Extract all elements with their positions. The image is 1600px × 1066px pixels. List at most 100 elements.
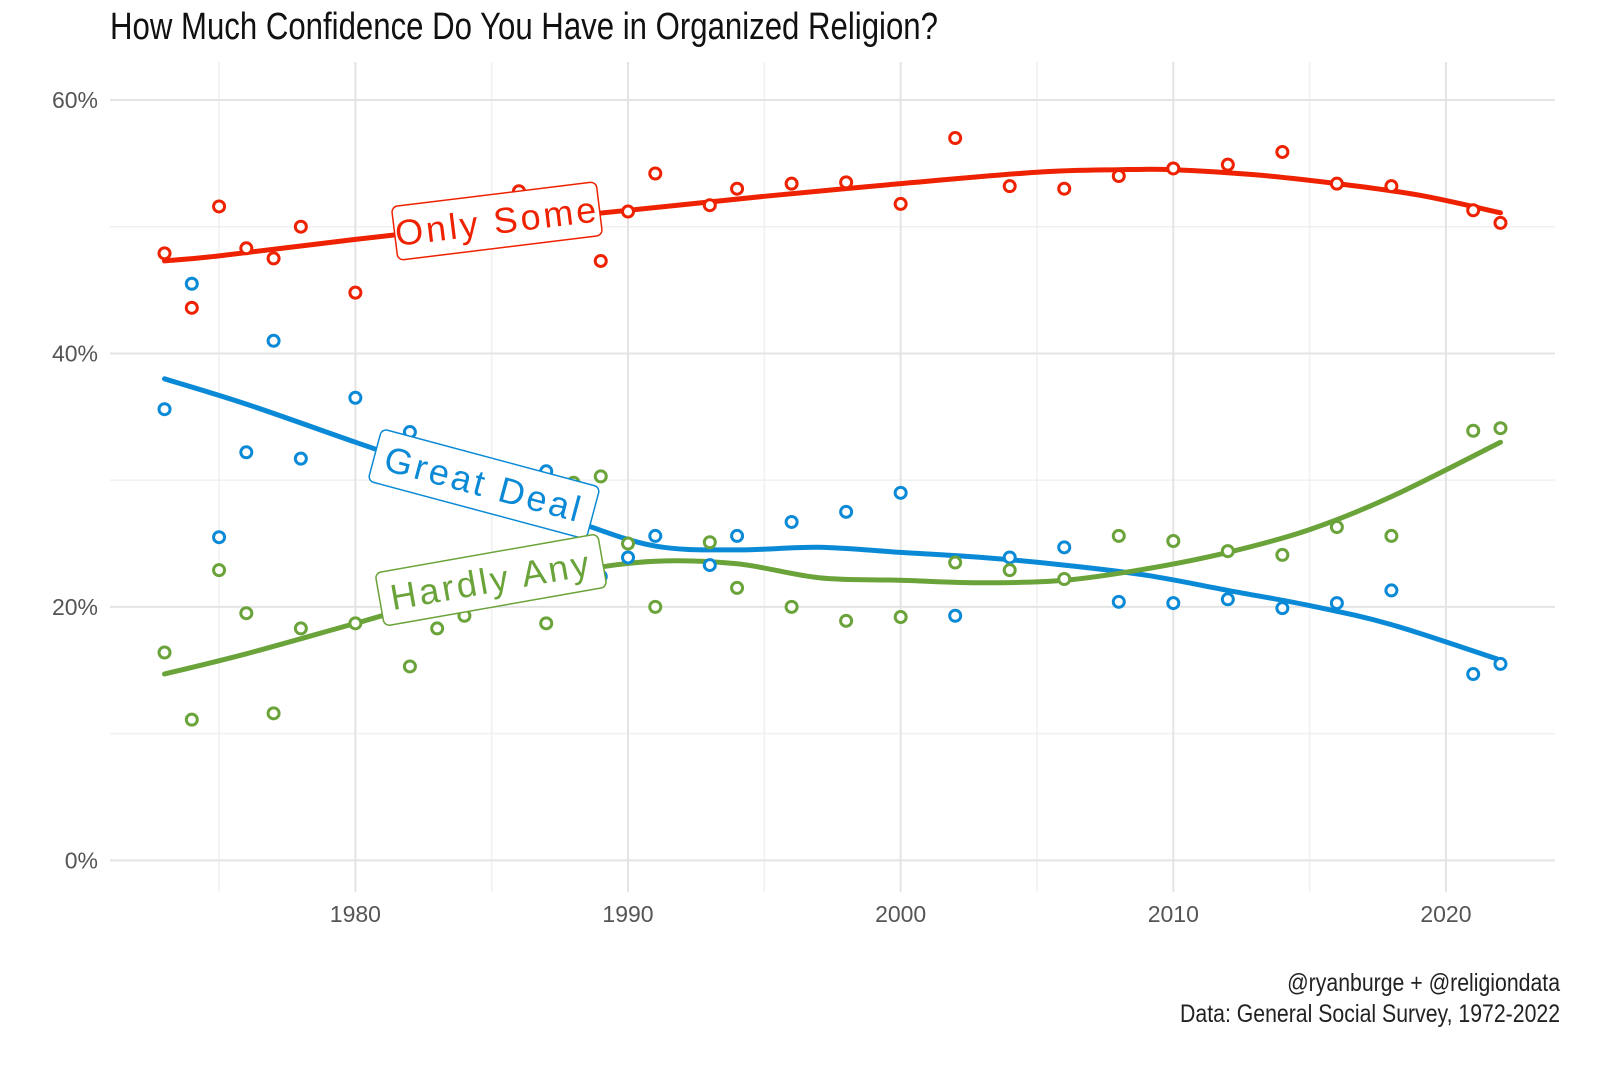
point-hardly-any [239, 606, 254, 621]
caption-source: Data: General Social Survey, 1972-2022 [1180, 1000, 1560, 1028]
point-hardly-any [402, 659, 417, 674]
x-tick-label: 2010 [1148, 901, 1199, 927]
point-only-some [348, 285, 363, 300]
caption: @ryanburge + @religiondata Data: General… [1113, 968, 1560, 1030]
point-great-deal [212, 530, 227, 545]
point-only-some [1166, 161, 1181, 176]
point-hardly-any [1493, 421, 1508, 436]
point-great-deal [1111, 594, 1126, 609]
point-hardly-any [730, 580, 745, 595]
series-label-only-some: Only Some [391, 181, 603, 261]
point-only-some [212, 199, 227, 214]
point-hardly-any [1166, 533, 1181, 548]
point-only-some [784, 176, 799, 191]
point-hardly-any [157, 645, 172, 660]
x-tick-label: 1980 [330, 901, 381, 927]
point-only-some [621, 204, 636, 219]
x-tick-label: 2020 [1420, 901, 1471, 927]
point-hardly-any [293, 621, 308, 636]
point-great-deal [948, 608, 963, 623]
point-only-some [1329, 176, 1344, 191]
point-great-deal [1493, 656, 1508, 671]
point-hardly-any [1275, 547, 1290, 562]
series-label-box [391, 181, 603, 261]
axis-tick-labels: 1980 1990 2000 2010 2020 0% 20% 40% 60% [52, 87, 1472, 927]
point-only-some [157, 246, 172, 261]
x-tick-label: 2000 [875, 901, 926, 927]
point-great-deal [184, 276, 199, 291]
trend-line-only-some [162, 166, 1503, 264]
point-hardly-any [539, 616, 554, 631]
point-great-deal [784, 514, 799, 529]
point-great-deal [1220, 592, 1235, 607]
point-great-deal [239, 445, 254, 460]
series-label-text: Great Deal [380, 438, 588, 530]
point-only-some [1002, 179, 1017, 194]
point-great-deal [893, 485, 908, 500]
point-only-some [730, 181, 745, 196]
point-great-deal [730, 528, 745, 543]
trend-line-hardly-any [162, 439, 1503, 677]
point-only-some [239, 241, 254, 256]
point-great-deal [1329, 596, 1344, 611]
trend-lines [162, 166, 1503, 677]
point-great-deal [266, 333, 281, 348]
point-only-some [593, 253, 608, 268]
y-tick-label: 0% [65, 847, 98, 873]
point-only-some [948, 131, 963, 146]
point-only-some [1111, 169, 1126, 184]
point-only-some [893, 196, 908, 211]
point-only-some [184, 300, 199, 315]
point-hardly-any [784, 599, 799, 614]
series-label-box [368, 429, 600, 539]
point-great-deal [702, 558, 717, 573]
point-hardly-any [893, 610, 908, 625]
point-hardly-any [184, 712, 199, 727]
point-great-deal [1166, 596, 1181, 611]
grid-major [110, 62, 1555, 892]
point-hardly-any [1057, 572, 1072, 587]
point-great-deal [157, 402, 172, 417]
point-hardly-any [1111, 528, 1126, 543]
point-great-deal [621, 550, 636, 565]
point-hardly-any [348, 616, 363, 631]
point-great-deal [1466, 667, 1481, 682]
point-great-deal [839, 504, 854, 519]
point-hardly-any [1002, 563, 1017, 578]
point-hardly-any [1466, 423, 1481, 438]
point-hardly-any [1220, 544, 1235, 559]
point-only-some [1493, 215, 1508, 230]
point-hardly-any [212, 563, 227, 578]
caption-handle: @ryanburge + @religiondata [1287, 969, 1560, 997]
y-tick-label: 40% [52, 340, 98, 366]
point-great-deal [648, 528, 663, 543]
point-great-deal [293, 451, 308, 466]
point-great-deal [1384, 583, 1399, 598]
point-hardly-any [839, 613, 854, 628]
point-great-deal [1002, 550, 1017, 565]
point-great-deal [1057, 540, 1072, 555]
point-hardly-any [648, 599, 663, 614]
point-only-some [1220, 157, 1235, 172]
x-tick-label: 1990 [602, 901, 653, 927]
point-only-some [702, 198, 717, 213]
point-hardly-any [702, 535, 717, 550]
point-only-some [1275, 144, 1290, 159]
point-only-some [839, 175, 854, 190]
point-great-deal [348, 390, 363, 405]
point-only-some [293, 219, 308, 234]
point-only-some [1466, 203, 1481, 218]
point-hardly-any [1329, 520, 1344, 535]
point-hardly-any [621, 536, 636, 551]
y-tick-label: 20% [52, 594, 98, 620]
chart-title: How Much Confidence Do You Have in Organ… [110, 6, 938, 48]
point-hardly-any [1384, 528, 1399, 543]
series-label-great-deal: Great Deal [368, 429, 600, 539]
data-points [157, 131, 1508, 727]
series-label-box [375, 533, 607, 627]
point-only-some [648, 166, 663, 181]
point-only-some [266, 251, 281, 266]
point-hardly-any [948, 555, 963, 570]
